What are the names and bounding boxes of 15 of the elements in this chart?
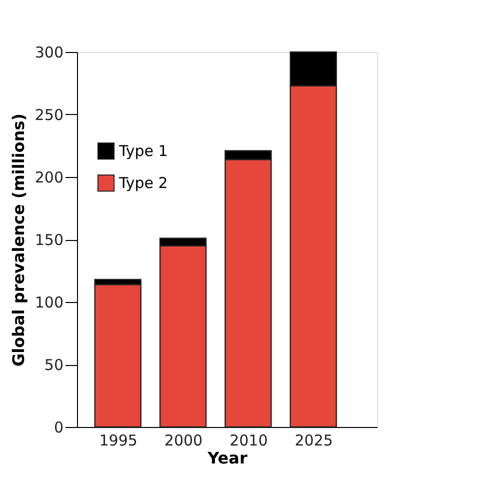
- y-axis-title: Global prevalence (millions): [8, 113, 28, 367]
- y-tick-label: 200: [34, 168, 64, 186]
- y-tick-label: 50: [44, 356, 64, 374]
- y-tick-label: 0: [54, 418, 64, 436]
- y-tick-label: 100: [34, 294, 64, 312]
- x-axis-title: Year: [206, 448, 248, 468]
- y-tick-label: 250: [34, 106, 64, 124]
- legend-label: Type 1: [118, 142, 168, 160]
- x-tick-label: 2000: [164, 432, 203, 450]
- y-tick-label: 300: [34, 44, 64, 62]
- x-tick-label: 2025: [294, 432, 333, 450]
- x-tick-label: 1995: [99, 432, 138, 450]
- x-tick-label: 2010: [230, 432, 268, 450]
- y-tick-label: 150: [34, 231, 64, 249]
- legend-label: Type 2: [118, 174, 168, 192]
